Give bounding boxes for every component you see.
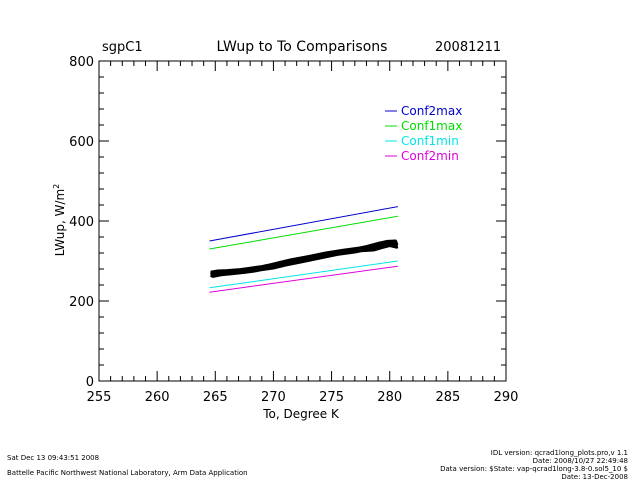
- x-tick-label: 265: [203, 390, 228, 405]
- x-tick-label: 275: [319, 390, 344, 405]
- x-tick-label: 285: [435, 390, 460, 405]
- series-line-conf2min: [209, 265, 398, 293]
- legend-label-conf2max: Conf2max: [401, 104, 462, 118]
- footer-lab: Battelle Pacific Northwest National Labo…: [7, 469, 248, 477]
- footer-timestamp: Sat Dec 13 09:43:51 2008: [7, 454, 100, 462]
- x-tick-label: 260: [145, 390, 170, 405]
- y-tick-label: 400: [69, 215, 94, 230]
- y-axis-label-superscript: 2: [52, 184, 61, 189]
- series-line-conf1max: [209, 215, 398, 250]
- footer-idl-version: IDL version: qcrad1long_plots.pro,v 1.1: [490, 449, 628, 457]
- y-axis-label: LWup, W/m2: [52, 184, 67, 257]
- x-tick-label: 255: [87, 390, 112, 405]
- legend-label-conf1min: Conf1min: [401, 134, 459, 148]
- footer-data-version: Data version: $State: vap-qcrad1long-3.8…: [440, 465, 628, 473]
- chart-date: 20081211: [435, 40, 501, 55]
- plot-frame: [98, 60, 507, 382]
- y-tick-label: 600: [69, 135, 94, 150]
- footer-data-date: Date: 13-Dec-2008: [561, 473, 628, 481]
- y-axis-label-text: LWup, W/m: [53, 189, 67, 256]
- y-tick-label: 800: [69, 55, 94, 70]
- x-tick-label: 270: [261, 390, 286, 405]
- chart-title: LWup to To Comparisons: [217, 39, 388, 55]
- legend-label-conf1max: Conf1max: [401, 119, 462, 133]
- series-line-conf1min: [209, 260, 398, 289]
- plot-area: 255 260 265 270 275 280 285 290 0 200 400 600 800 Con…: [69, 55, 518, 405]
- y-tick-label: 0: [86, 375, 94, 390]
- x-tick-label: 290: [494, 390, 519, 405]
- site-label: sgpC1: [102, 40, 143, 55]
- observed-trace-band: [209, 242, 399, 278]
- x-tick-label: 280: [377, 390, 402, 405]
- x-axis-label: To, Degree K: [262, 407, 340, 421]
- series-line-conf2max: [209, 206, 398, 242]
- legend-label-conf2min: Conf2min: [401, 149, 459, 163]
- footer-idl-date: Date: 2008/10/27 22:49:48: [532, 457, 628, 465]
- y-axis-label-group: LWup, W/m2: [52, 184, 67, 257]
- y-tick-label: 200: [69, 295, 94, 310]
